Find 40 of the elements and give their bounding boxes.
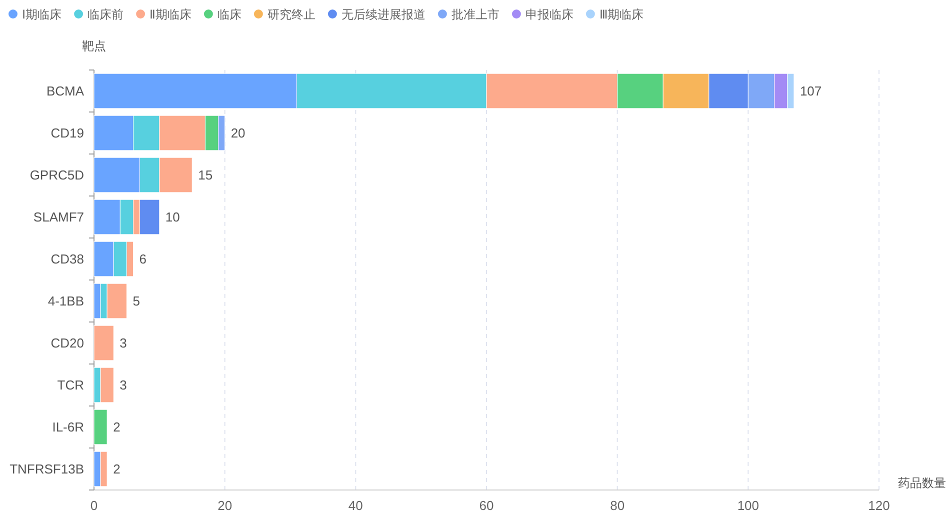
total-label: 3: [120, 378, 127, 392]
legend-label: 研究终止: [267, 8, 316, 22]
y-tick-label: GPRC5D: [30, 168, 84, 182]
total-label: 15: [198, 168, 213, 182]
legend-label: Ⅱ期临床: [150, 8, 192, 22]
x-tick-label: 120: [868, 498, 890, 513]
total-label: 6: [139, 252, 146, 266]
x-tick-label: 20: [218, 498, 232, 513]
total-label: 10: [165, 210, 180, 224]
legend-label: Ⅲ期临床: [599, 8, 644, 22]
total-label: 20: [230, 126, 246, 140]
y-tick-label: TCR: [57, 378, 84, 392]
y-tick-label: SLAMF7: [33, 210, 84, 224]
x-tick-label: 40: [348, 498, 363, 513]
y-tick-label: CD38: [50, 252, 84, 266]
y-axis-title: 靶点: [82, 39, 106, 53]
y-tick-label: CD19: [50, 126, 84, 140]
x-tick-label: 80: [610, 498, 625, 513]
x-tick-label: 0: [90, 498, 98, 513]
total-label: 5: [132, 294, 140, 308]
legend-label: 临床: [217, 8, 242, 22]
x-axis-title: 药品数量: [898, 476, 946, 490]
y-tick-label: TNFRSF13B: [10, 462, 84, 476]
total-label: 2: [113, 462, 120, 476]
legend-label: 申报临床: [525, 8, 574, 22]
y-tick-label: IL-6R: [52, 420, 84, 434]
y-tick-label: BCMA: [46, 84, 84, 98]
x-tick-label: 60: [479, 498, 494, 513]
legend-label: 批准上市: [451, 8, 500, 22]
x-tick-label: 100: [737, 498, 760, 513]
legend-label: 临床前: [88, 8, 124, 22]
bar: [94, 409, 108, 445]
y-tick-label: 4-1BB: [48, 294, 84, 308]
y-tick-label: CD20: [50, 336, 84, 350]
total-label: 3: [120, 336, 127, 350]
bar: [94, 325, 114, 361]
legend-label: Ⅰ期临床: [22, 8, 62, 22]
legend-label: 无后续进展报道: [341, 8, 426, 22]
total-label: 2: [113, 420, 120, 434]
total-label: 107: [800, 84, 822, 98]
